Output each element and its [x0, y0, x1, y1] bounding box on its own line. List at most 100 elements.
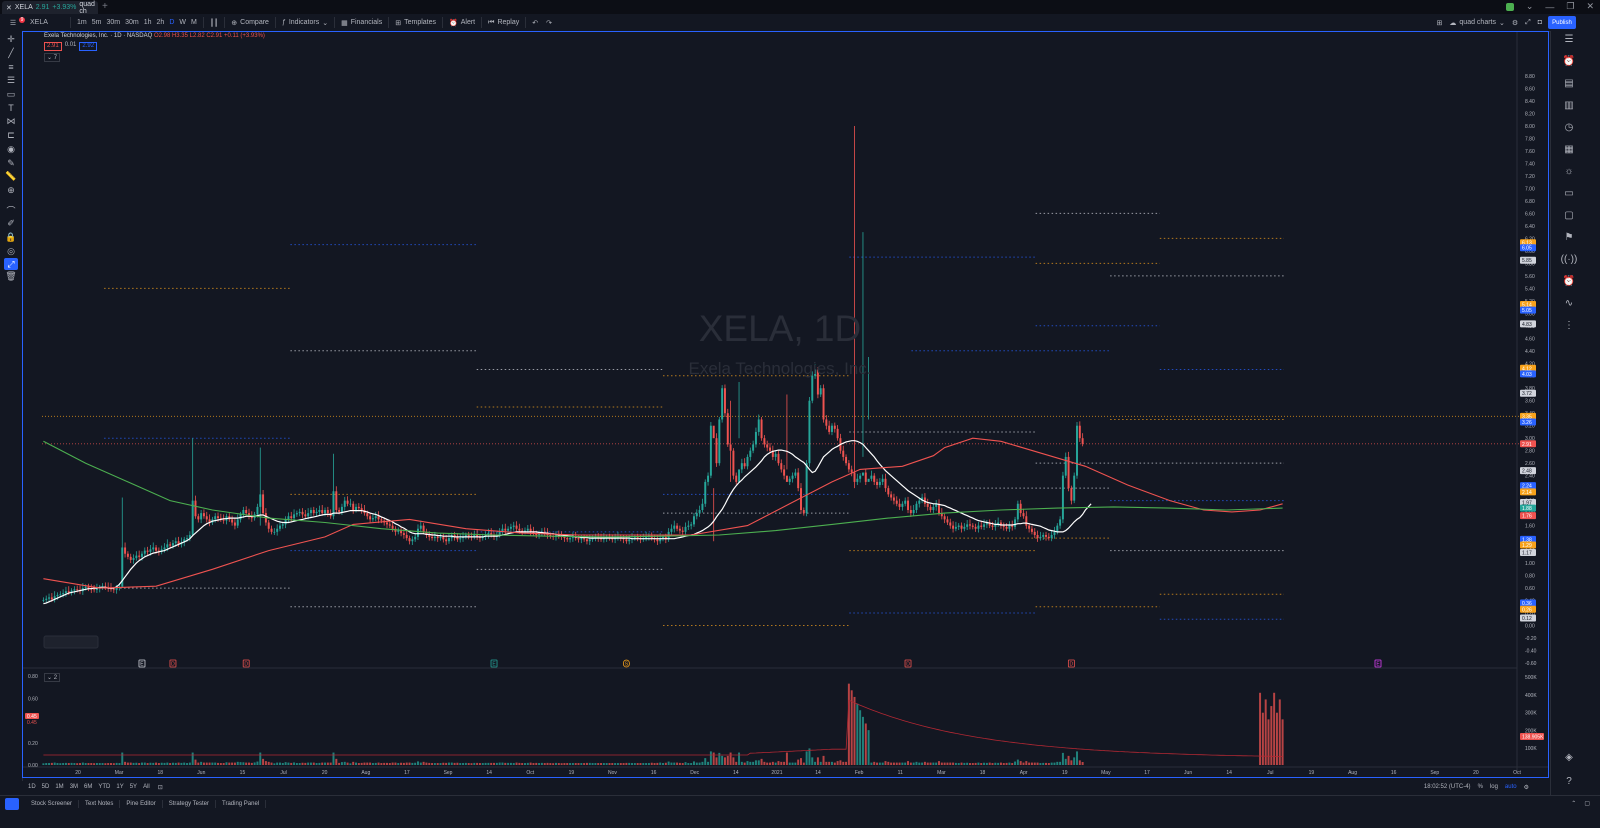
lock-icon[interactable]: 🔒 — [5, 231, 17, 242]
alerts-log-icon[interactable]: ⏰ — [1562, 275, 1576, 287]
range-6m[interactable]: 6M — [84, 784, 93, 790]
interval-30m-2[interactable]: 30m — [106, 19, 121, 26]
price-chart[interactable]: 8.80 8.60 8.40 8.20 8.00 7.80 7.60 7.40 7.20 7.00… — [22, 31, 1549, 778]
streams-icon[interactable]: ▭ — [1564, 187, 1574, 199]
range-1d[interactable]: 1D — [28, 784, 36, 790]
maximize-panel-icon[interactable]: ▢ — [1584, 801, 1590, 807]
new-tab-button[interactable]: + — [102, 1, 108, 12]
scale-percent[interactable]: % — [1477, 783, 1483, 790]
clock-readout[interactable]: 18:02:52 (UTC-4) — [1423, 783, 1471, 790]
layout-grid-icon[interactable]: ⊞ — [1436, 19, 1443, 27]
settings-gear-icon[interactable]: ⚙ — [1523, 784, 1529, 791]
maximize-icon[interactable]: ❐ — [1566, 1, 1575, 11]
range-5y[interactable]: 5Y — [129, 784, 138, 790]
ideas-icon[interactable]: ☼ — [1564, 165, 1574, 177]
details-icon[interactable]: ▤ — [1564, 77, 1574, 89]
range-1m[interactable]: 1M — [55, 784, 64, 790]
indicators-button[interactable]: ƒ Indicators ⌄ — [278, 19, 332, 27]
scale-auto[interactable]: auto — [1504, 783, 1517, 790]
interval-m-8[interactable]: M — [190, 19, 197, 26]
chart-legend[interactable]: Exela Technologies, Inc. · 1D · NASDAQ O… — [44, 33, 265, 39]
range-1y[interactable]: 1Y — [116, 784, 124, 790]
alert-button[interactable]: ⏰ Alert — [445, 19, 479, 27]
fullscreen-icon[interactable]: ⤢ — [1525, 18, 1531, 26]
ask-box[interactable]: 2.92 — [79, 42, 98, 51]
stay-drawing-icon[interactable]: ✐ — [7, 218, 15, 229]
horizontal-lines-icon[interactable]: ≡ — [8, 62, 14, 73]
layout-selector[interactable]: ☁ quad charts ⌄ — [1449, 19, 1504, 27]
interval-1m-0[interactable]: 1m — [77, 19, 87, 26]
crosshair-icon[interactable]: ✛ — [7, 34, 15, 45]
minimize-icon[interactable]: — — [1545, 1, 1555, 12]
publish-button[interactable]: Publish — [1548, 16, 1576, 29]
text-tool-icon[interactable]: T — [8, 103, 14, 114]
interval-1h-4[interactable]: 1h — [143, 19, 152, 26]
goto-date-icon[interactable]: ⊡ — [157, 784, 163, 791]
chart-type-button[interactable]: ┃┃ — [206, 19, 222, 27]
eye-icon[interactable]: ◉ — [7, 143, 15, 154]
hotlist-icon[interactable]: ◷ — [1564, 121, 1574, 133]
camera-icon[interactable]: ◘ — [1537, 19, 1542, 26]
range-5d[interactable]: 5D — [41, 784, 50, 790]
object-tree-icon[interactable]: ⋮ — [1564, 319, 1574, 331]
range-ytd[interactable]: YTD — [98, 784, 111, 790]
brush-icon[interactable]: ✎ — [7, 157, 15, 168]
calendar-icon[interactable]: ▦ — [1564, 143, 1574, 155]
tab-trading-panel[interactable]: Trading Panel — [216, 799, 267, 808]
measure-icon[interactable]: ⊏ — [7, 130, 15, 141]
interval-30m-3[interactable]: 30m — [125, 19, 139, 26]
volume-bar — [687, 763, 690, 765]
notifications-icon[interactable]: ⚑ — [1564, 231, 1574, 243]
interval-5m-1[interactable]: 5m — [91, 19, 102, 26]
chevron-down-icon[interactable]: ⌄ — [1525, 1, 1534, 11]
menu-button[interactable]: ☰ 9 — [0, 16, 26, 27]
range-all[interactable]: All — [143, 784, 150, 790]
interval-w-7[interactable]: W — [179, 19, 186, 26]
favorites-tool-icon[interactable]: ⤢ — [4, 258, 18, 270]
undo-button[interactable]: ↶ — [528, 19, 542, 27]
settings-gear-icon[interactable]: ⚙ — [1511, 19, 1519, 27]
tab-text-notes[interactable]: Text Notes — [79, 799, 121, 808]
compare-button[interactable]: ⊕ Compare — [227, 19, 273, 27]
news-icon[interactable]: ▥ — [1564, 99, 1574, 111]
pattern-icon[interactable]: ⋈ — [6, 116, 16, 127]
hide-drawings-icon[interactable]: ◎ — [7, 245, 15, 256]
ruler-icon[interactable]: 📏 — [5, 171, 17, 182]
replay-button[interactable]: ⏮ Replay — [484, 19, 523, 27]
tab-stock-screener[interactable]: Stock Screener — [25, 799, 80, 808]
broadcast-icon[interactable]: ((·)) — [1560, 253, 1578, 265]
volume-collapse-button[interactable]: ⌄ 2 — [44, 673, 61, 682]
chart-trend-icon[interactable]: ∿ — [1564, 297, 1574, 309]
magnet-icon[interactable]: ⌒ — [6, 205, 16, 216]
browser-tab[interactable]: ✕ XELA 2.91 +3.93% quad ch — [2, 1, 98, 15]
chevron-up-icon[interactable]: ⌃ — [1571, 801, 1577, 807]
zoom-icon[interactable]: ⊕ — [7, 184, 15, 195]
layers-icon[interactable]: ◈ — [1565, 751, 1573, 763]
interval-2h-5[interactable]: 2h — [156, 19, 165, 26]
chat-icon[interactable]: ▢ — [1564, 209, 1574, 221]
rectangle-icon[interactable]: ▭ — [6, 89, 16, 100]
extension-icon[interactable] — [1505, 2, 1514, 11]
help-icon[interactable]: ? — [1566, 775, 1572, 787]
close-icon[interactable]: ✕ — [1586, 1, 1594, 11]
financials-button[interactable]: ▦ Financials — [337, 19, 386, 27]
channel-icon[interactable]: ☰ — [6, 75, 16, 86]
chart-home-icon[interactable] — [5, 797, 19, 810]
interval-d-6[interactable]: D — [169, 19, 175, 26]
redo-button[interactable]: ↷ — [542, 19, 556, 27]
range-3m[interactable]: 3M — [69, 784, 79, 790]
symbol-search[interactable]: XELA — [30, 19, 48, 26]
alerts-icon[interactable]: ⏰ — [1562, 55, 1576, 67]
trendline-icon[interactable]: ╱ — [8, 48, 14, 59]
trash-icon[interactable]: 🗑 — [5, 271, 17, 282]
scale-log[interactable]: log — [1489, 783, 1498, 790]
time-axis[interactable]: 20 Mar 18 Jun 15 Jul 20 Aug 17 Sep 14 Oct 19 Nov 16 Dec… — [22, 766, 1549, 776]
tab-strategy-tester[interactable]: Strategy Tester — [163, 799, 216, 808]
price-axis[interactable]: 8.80 8.60 8.40 8.20 8.00 7.80 7.60 7.40 7.20 7.00… — [1516, 31, 1537, 771]
indicators-collapse-button[interactable]: ⌄ 7 — [44, 53, 61, 62]
templates-button[interactable]: ⊞ Templates — [391, 19, 440, 27]
watchlist-icon[interactable]: ☰ — [1564, 33, 1574, 45]
bid-box[interactable]: 2.91 — [44, 42, 62, 51]
tab-pine-editor[interactable]: Pine Editor — [120, 799, 163, 808]
